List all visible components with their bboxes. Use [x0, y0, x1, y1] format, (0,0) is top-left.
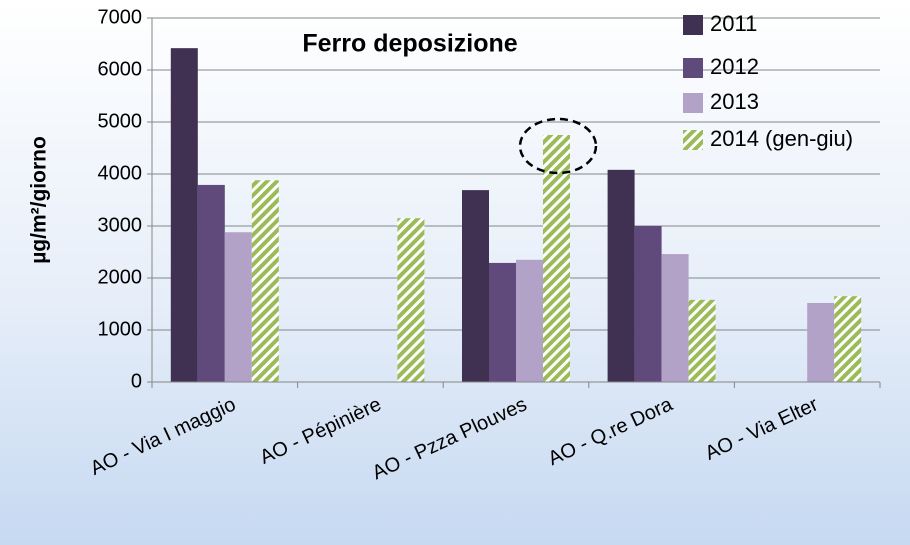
legend-swatch [683, 15, 703, 35]
bar [807, 302, 835, 382]
bar [251, 180, 279, 382]
bar [634, 226, 662, 382]
y-tick-label: 1000 [98, 318, 143, 340]
legend-label: 2014 (gen-giu) [710, 126, 853, 151]
chart-title: Ferro deposizione [302, 30, 517, 58]
bar [661, 254, 689, 382]
bar [462, 190, 489, 382]
y-axis-label: µg/m²/giorno [28, 136, 51, 264]
highlight-circle [518, 117, 598, 175]
y-tick-label: 3000 [98, 214, 143, 236]
bar [688, 299, 716, 382]
y-tick-label: 0 [131, 370, 142, 392]
y-tick-label: 7000 [98, 6, 143, 28]
legend-swatch [683, 58, 703, 78]
bar [197, 184, 225, 382]
legend-label: 2013 [710, 89, 759, 114]
legend-label: 2011 [710, 11, 757, 36]
bar [224, 232, 252, 382]
bar [607, 169, 635, 382]
bar [489, 262, 516, 382]
y-tick-label: 6000 [98, 58, 143, 80]
y-tick-label: 2000 [98, 266, 143, 288]
legend-swatch [683, 93, 703, 113]
legend-label: 2012 [710, 54, 759, 79]
bar [543, 135, 570, 382]
bar [397, 218, 425, 382]
bar [170, 48, 198, 382]
legend-swatch [683, 130, 703, 150]
y-tick-label: 5000 [98, 110, 143, 132]
bar [834, 296, 862, 382]
bar [516, 259, 543, 382]
y-tick-label: 4000 [98, 162, 143, 184]
